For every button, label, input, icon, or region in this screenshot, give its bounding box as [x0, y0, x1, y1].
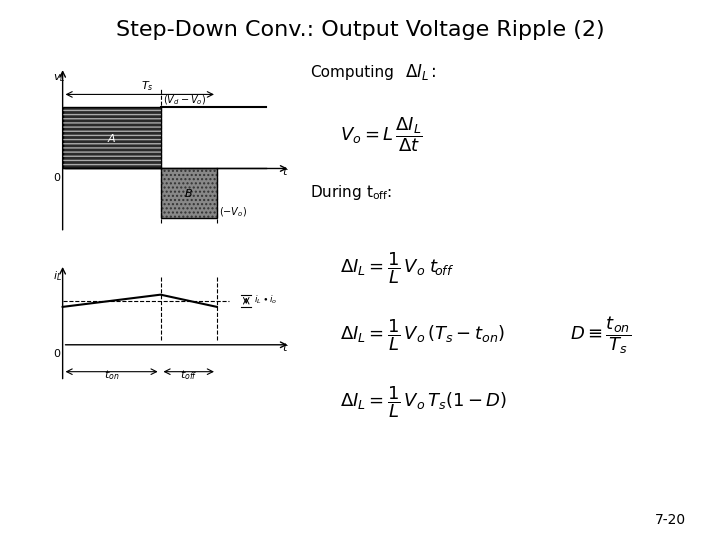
- Bar: [63, 107, 161, 168]
- Text: $(-V_o)$: $(-V_o)$: [220, 206, 248, 219]
- Text: $\Delta I_L = \dfrac{1}{L}\,V_o\,T_s(1-D)$: $\Delta I_L = \dfrac{1}{L}\,V_o\,T_s(1-D…: [340, 384, 508, 420]
- Text: Step-Down Conv.: Output Voltage Ripple (2): Step-Down Conv.: Output Voltage Ripple (…: [116, 20, 604, 40]
- Text: $T_s$: $T_s$: [141, 79, 153, 93]
- Text: $t_{off}$: $t_{off}$: [180, 368, 197, 382]
- Bar: [63, 107, 161, 168]
- Text: $t_{on}$: $t_{on}$: [104, 368, 120, 382]
- Bar: [161, 168, 217, 218]
- Text: $t$: $t$: [282, 165, 289, 177]
- Text: $0$: $0$: [53, 171, 61, 183]
- Text: $B$: $B$: [184, 187, 193, 199]
- Text: $\Delta I_L = \dfrac{1}{L}\,V_o\;t_{\!off}$: $\Delta I_L = \dfrac{1}{L}\,V_o\;t_{\!of…: [340, 250, 454, 286]
- Text: $0$: $0$: [53, 347, 61, 359]
- Text: $A$: $A$: [107, 132, 117, 144]
- Bar: [161, 168, 217, 218]
- Text: 7-20: 7-20: [655, 513, 686, 527]
- Text: Computing: Computing: [310, 64, 394, 79]
- Text: $\Delta I_L = \dfrac{1}{L}\,V_o\,(T_s - t_{on})$: $\Delta I_L = \dfrac{1}{L}\,V_o\,(T_s - …: [340, 317, 505, 353]
- Text: $D \equiv \dfrac{t_{on}}{T_s}$: $D \equiv \dfrac{t_{on}}{T_s}$: [570, 314, 631, 356]
- Text: $(V_d - V_o)$: $(V_d - V_o)$: [163, 93, 206, 107]
- Text: During $\mathrm{t_{off}}$:: During $\mathrm{t_{off}}$:: [310, 183, 392, 201]
- Text: $i_L$: $i_L$: [53, 269, 62, 283]
- Text: $\Delta I_L\,$:: $\Delta I_L\,$:: [405, 62, 437, 82]
- Text: $t$: $t$: [282, 341, 289, 353]
- Text: $i_L \bullet i_o$: $i_L \bullet i_o$: [253, 293, 277, 306]
- Text: $V_o = L\,\dfrac{\Delta I_L}{\Delta t}$: $V_o = L\,\dfrac{\Delta I_L}{\Delta t}$: [340, 116, 423, 154]
- Text: $v_L$: $v_L$: [53, 72, 66, 84]
